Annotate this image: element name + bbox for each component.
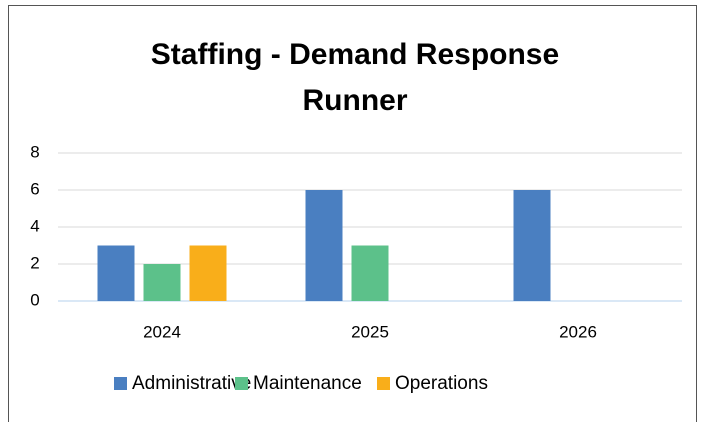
legend-label: Maintenance bbox=[253, 373, 362, 394]
y-tick-label: 8 bbox=[30, 142, 39, 161]
x-tick-label: 2025 bbox=[351, 322, 389, 341]
y-tick-label: 6 bbox=[30, 179, 39, 198]
y-tick-label: 0 bbox=[30, 290, 39, 309]
bar bbox=[189, 245, 227, 301]
legend-swatch bbox=[114, 377, 127, 390]
legend-swatch bbox=[235, 377, 248, 390]
chart-frame bbox=[8, 5, 697, 422]
x-tick-label: 2026 bbox=[559, 322, 597, 341]
bar bbox=[305, 190, 343, 301]
legend-label: Administrative bbox=[132, 373, 251, 394]
y-tick-label: 2 bbox=[30, 253, 39, 272]
bar bbox=[513, 190, 551, 301]
legend-label: Operations bbox=[395, 373, 488, 394]
chart-title: Staffing - Demand Response Runner bbox=[150, 38, 560, 117]
bar bbox=[97, 245, 135, 301]
bar bbox=[143, 264, 181, 301]
x-tick-label: 2024 bbox=[143, 322, 181, 341]
bar bbox=[351, 245, 389, 301]
legend-swatch bbox=[377, 377, 390, 390]
y-tick-label: 4 bbox=[30, 216, 39, 235]
